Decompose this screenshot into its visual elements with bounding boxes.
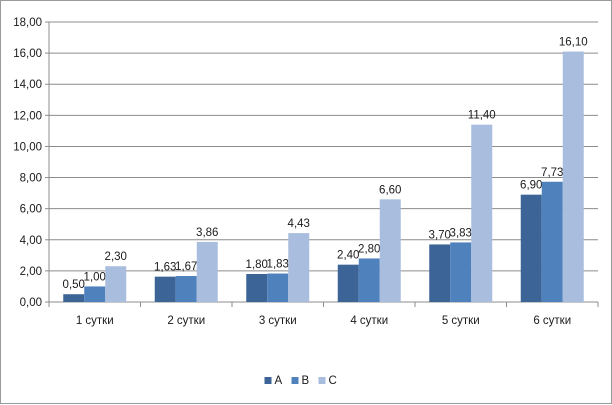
data-label: 2,40 [337,250,359,262]
y-tick-label: 2,00 [20,266,42,278]
y-tick-label: 18,00 [13,17,42,29]
bar-c [379,199,401,302]
bar-c [288,233,310,302]
y-tick-label: 10,00 [13,141,42,153]
x-category-label: 4 сутки [350,315,388,327]
data-label: 11,40 [468,110,496,122]
data-label: 1,83 [267,259,289,271]
y-tick-label: 4,00 [20,235,42,247]
legend-swatch-a [264,377,272,384]
data-label: 2,80 [358,243,380,255]
data-label: 1,67 [175,261,197,273]
bar-a [63,294,85,302]
x-category-label: 3 сутки [259,315,297,327]
legend-label-b: B [302,375,310,387]
bar-b [84,286,106,302]
data-label: 3,70 [429,229,451,241]
data-label: 7,73 [541,167,563,179]
x-category-label: 5 сутки [442,315,480,327]
bar-b [450,242,472,302]
data-label: 6,90 [520,180,542,192]
bar-b [267,273,289,302]
data-label: 1,80 [246,259,268,271]
bar-b [541,181,563,302]
legend-label-a: A [275,375,283,387]
legend-label-c: C [329,375,337,387]
legend-swatch-c [318,377,326,384]
data-label: 4,43 [288,218,310,230]
bar-c [471,124,493,303]
data-label: 1,63 [154,262,176,274]
bar-a [520,194,542,302]
data-label: 3,86 [196,227,218,239]
y-tick-label: 16,00 [13,48,42,60]
data-label: 3,83 [450,227,472,239]
x-category-label: 2 сутки [167,315,205,327]
bar-b [175,276,197,302]
y-tick-label: 6,00 [20,204,42,216]
bar-c [105,266,127,302]
x-category-label: 6 сутки [533,315,571,327]
data-label: 6,60 [379,184,401,196]
legend-swatch-b [291,377,299,384]
data-label: 1,00 [84,271,106,283]
bar-a [429,244,451,302]
bar-c [196,241,218,302]
y-tick-label: 0,00 [20,297,42,309]
bar-a [337,264,359,302]
bar-c [562,51,584,302]
y-tick-label: 12,00 [13,110,42,122]
y-tick-label: 8,00 [20,173,42,185]
data-label: 2,30 [105,251,127,263]
data-label: 16,10 [559,37,588,49]
bar-b [358,258,380,302]
data-label: 0,50 [63,279,85,291]
bar-a [246,274,268,302]
y-tick-label: 14,00 [13,79,42,91]
bar-a [154,276,176,302]
x-category-label: 1 сутки [76,315,114,327]
